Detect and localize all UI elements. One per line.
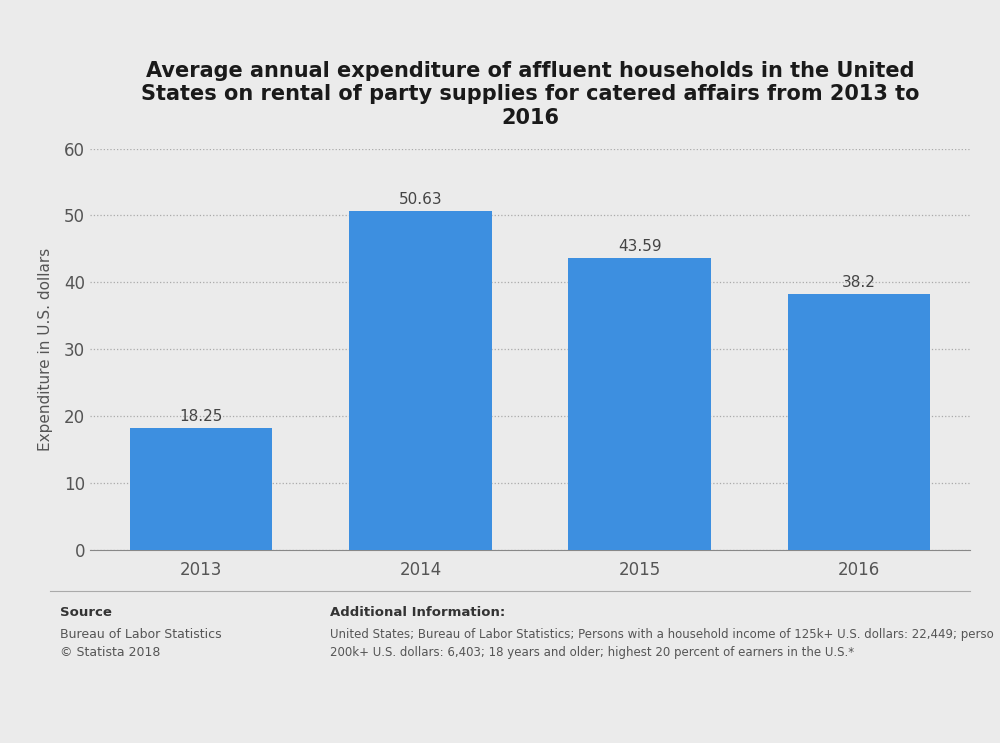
Text: Additional Information:: Additional Information: <box>330 606 505 618</box>
Title: Average annual expenditure of affluent households in the United
States on rental: Average annual expenditure of affluent h… <box>141 61 919 128</box>
Text: 43.59: 43.59 <box>618 239 661 254</box>
Text: Source: Source <box>60 606 112 618</box>
Bar <box>130 428 272 550</box>
Text: 50.63: 50.63 <box>399 192 442 207</box>
Bar <box>568 259 711 550</box>
Text: 38.2: 38.2 <box>842 276 876 291</box>
Text: 18.25: 18.25 <box>180 409 223 424</box>
Y-axis label: Expenditure in U.S. dollars: Expenditure in U.S. dollars <box>38 247 53 451</box>
Bar <box>788 294 930 550</box>
Bar <box>349 211 492 550</box>
Text: United States; Bureau of Labor Statistics; Persons with a household income of 12: United States; Bureau of Labor Statistic… <box>330 628 994 659</box>
Text: Bureau of Labor Statistics
© Statista 2018: Bureau of Labor Statistics © Statista 20… <box>60 628 222 659</box>
